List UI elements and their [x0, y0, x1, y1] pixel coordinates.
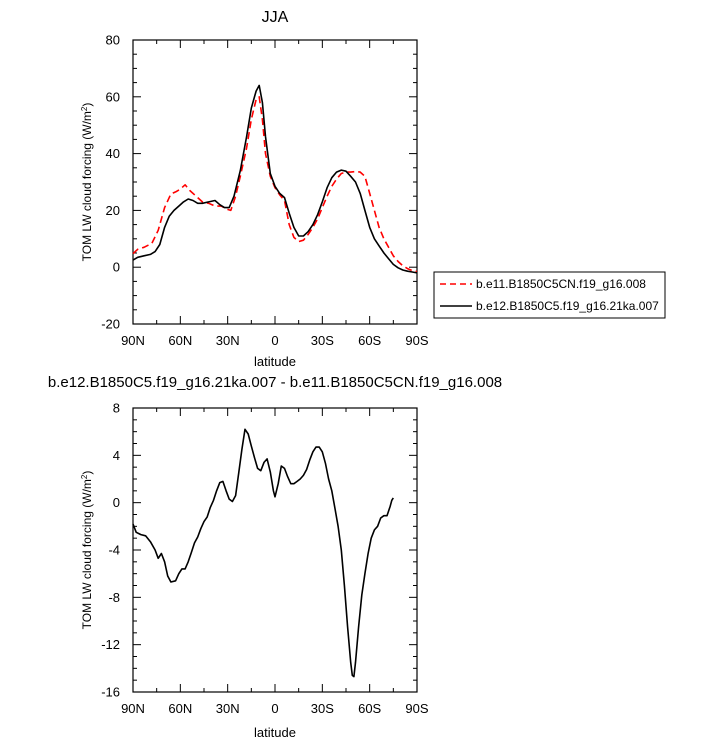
legend-label-series-2: b.e12.B1850C5.f19_g16.21ka.007	[476, 299, 659, 313]
top-x-tick-label: 60S	[358, 333, 381, 348]
top-y-axis-label: TOM LW cloud forcing (W/m2)	[80, 103, 95, 262]
bottom-y-tick-label: 8	[113, 401, 120, 416]
top-plot-frame	[132, 39, 418, 325]
top-series-line-2	[132, 84, 418, 274]
bottom-axis-ticks: 90N 60N 30N 0 30S 60S 90S -16 -12 -8 -4 0 4 8	[101, 401, 429, 717]
top-y-tick-label: 40	[106, 146, 120, 161]
bottom-y-tick-label: -4	[108, 543, 120, 558]
bottom-plot-frame	[132, 407, 418, 693]
top-series-line-1	[132, 96, 418, 273]
top-x-axis-label: latitude	[254, 354, 296, 369]
top-x-tick-label: 30S	[311, 333, 334, 348]
bottom-x-tick-label: 30S	[311, 701, 334, 716]
top-y-tick-label: 80	[106, 33, 120, 48]
legend: b.e11.B1850C5CN.f19_g16.008 b.e12.B1850C…	[433, 271, 666, 319]
top-series-group	[132, 84, 418, 274]
legend-box	[433, 271, 666, 319]
bottom-chart-title: b.e12.B1850C5.f19_g16.21ka.007 - b.e11.B…	[48, 374, 502, 391]
bottom-panel: b.e12.B1850C5.f19_g16.21ka.007 - b.e11.B…	[48, 374, 502, 740]
top-y-tick-label: 20	[106, 203, 120, 218]
bottom-series-group	[132, 428, 394, 678]
top-y-tick-label: 0	[113, 260, 120, 275]
top-x-tick-label: 0	[271, 333, 278, 348]
bottom-x-tick-label: 90N	[121, 701, 145, 716]
bottom-x-tick-label: 90S	[405, 701, 428, 716]
bottom-y-tick-label: -16	[101, 685, 120, 700]
bottom-y-tick-label: 0	[113, 495, 120, 510]
bottom-series-line-1	[132, 428, 394, 678]
top-x-tick-label: 90S	[405, 333, 428, 348]
bottom-x-tick-label: 0	[271, 701, 278, 716]
top-panel: JJA 90N 60N 30N 0 30S 60S 90S -20 0 20 40 60 80 lati…	[80, 9, 666, 369]
bottom-x-tick-label: 60N	[168, 701, 192, 716]
bottom-y-tick-label: 4	[113, 448, 120, 463]
top-x-tick-label: 90N	[121, 333, 145, 348]
bottom-x-tick-label: 60S	[358, 701, 381, 716]
bottom-y-tick-label: -12	[101, 637, 120, 652]
top-chart-title: JJA	[262, 9, 289, 26]
bottom-y-tick-label: -8	[108, 590, 120, 605]
top-axis-ticks: 90N 60N 30N 0 30S 60S 90S -20 0 20 40 60 80	[101, 33, 429, 349]
bottom-x-tick-label: 30N	[216, 701, 240, 716]
bottom-y-axis-label: TOM LW cloud forcing (W/m2)	[80, 471, 95, 630]
top-x-tick-label: 60N	[168, 333, 192, 348]
top-x-tick-label: 30N	[216, 333, 240, 348]
legend-label-series-1: b.e11.B1850C5CN.f19_g16.008	[476, 277, 646, 291]
top-y-tick-label: 60	[106, 89, 120, 104]
bottom-x-axis-label: latitude	[254, 725, 296, 740]
top-y-tick-label: -20	[101, 317, 120, 332]
